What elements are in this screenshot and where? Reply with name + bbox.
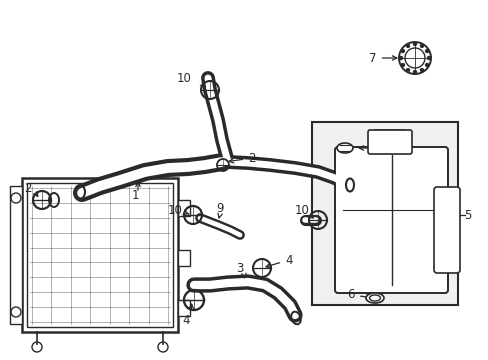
Bar <box>311 122 457 305</box>
Circle shape <box>425 50 428 53</box>
Circle shape <box>406 69 408 72</box>
Text: 4: 4 <box>265 253 292 267</box>
Circle shape <box>401 63 404 67</box>
Text: 8: 8 <box>359 141 391 154</box>
Bar <box>22 178 178 332</box>
Circle shape <box>406 44 408 48</box>
Circle shape <box>413 71 416 73</box>
Bar <box>10 186 22 324</box>
Ellipse shape <box>365 293 383 303</box>
Circle shape <box>427 57 429 59</box>
Text: 7: 7 <box>368 51 396 64</box>
Text: 10: 10 <box>167 203 182 216</box>
Circle shape <box>399 57 402 59</box>
Bar <box>27 183 173 327</box>
Text: 4: 4 <box>182 314 189 327</box>
Circle shape <box>420 44 423 48</box>
Circle shape <box>398 42 430 74</box>
FancyBboxPatch shape <box>334 147 447 293</box>
Bar <box>178 300 190 316</box>
Text: 1: 1 <box>131 189 139 202</box>
Ellipse shape <box>336 143 352 153</box>
Text: 10: 10 <box>177 72 192 85</box>
Bar <box>374 130 404 152</box>
Circle shape <box>420 69 423 72</box>
FancyBboxPatch shape <box>367 130 411 154</box>
Bar <box>178 250 190 266</box>
Text: 2: 2 <box>24 181 32 194</box>
FancyBboxPatch shape <box>433 187 459 273</box>
Circle shape <box>413 42 416 45</box>
Circle shape <box>401 50 404 53</box>
Text: 10: 10 <box>294 203 309 216</box>
Text: 3: 3 <box>236 261 243 274</box>
Bar <box>178 200 190 216</box>
Text: 2: 2 <box>229 152 255 165</box>
Circle shape <box>425 63 428 67</box>
Text: 6: 6 <box>347 288 370 302</box>
Text: 5: 5 <box>464 208 471 221</box>
Text: 9: 9 <box>216 202 224 215</box>
